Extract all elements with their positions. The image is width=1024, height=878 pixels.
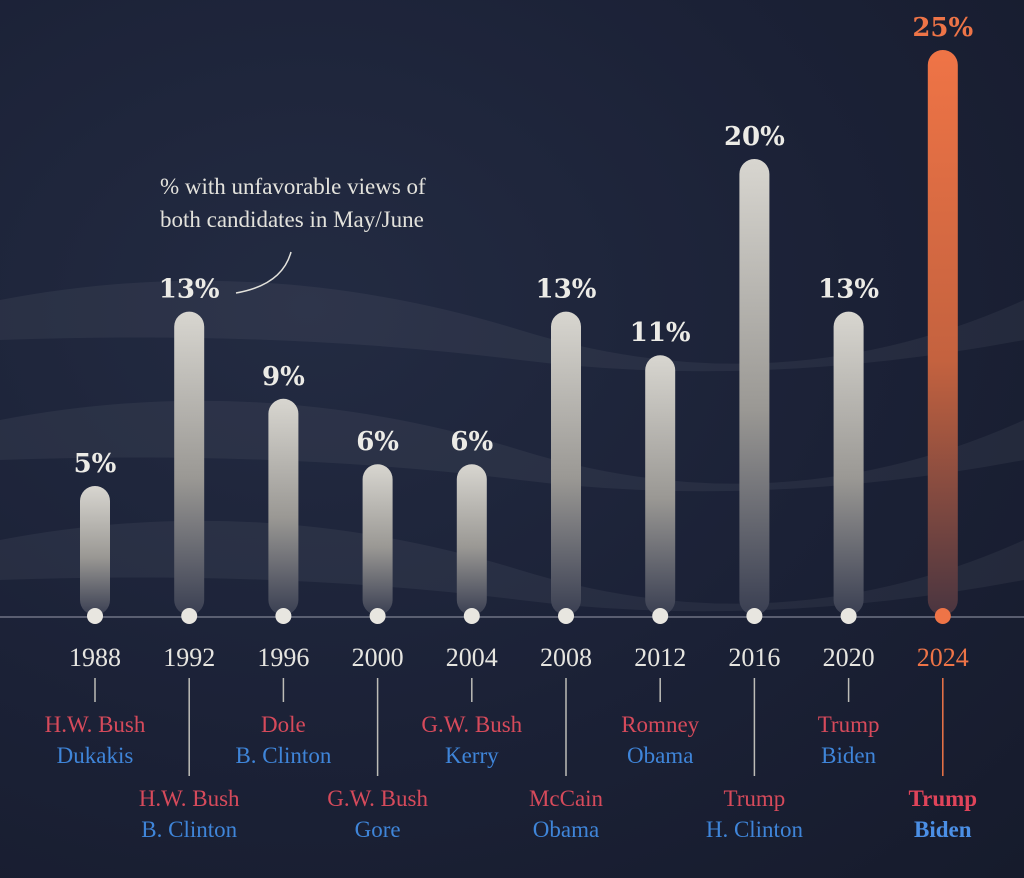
republican-candidate-1988: H.W. Bush <box>45 712 146 737</box>
democratic-candidate-2000: Gore <box>355 817 401 842</box>
bar-1992 <box>174 311 205 615</box>
value-label-2020: 13% <box>818 275 879 305</box>
bar-dot-1996 <box>275 608 292 624</box>
year-label-1992: 1992 <box>163 643 215 672</box>
value-label-1988: 5% <box>74 449 117 479</box>
republican-candidate-1996: Dole <box>261 712 306 737</box>
value-label-2008: 13% <box>536 275 597 305</box>
bar-2008 <box>551 311 581 615</box>
bar-dot-2004 <box>463 608 480 624</box>
bar-2016 <box>739 159 770 615</box>
year-label-2008: 2008 <box>540 643 592 672</box>
value-label-1992: 13% <box>159 275 220 305</box>
bar-dot-2012 <box>652 608 669 624</box>
bar-2012 <box>645 355 676 615</box>
republican-candidate-1992: H.W. Bush <box>139 786 240 811</box>
bar-2004 <box>456 464 487 615</box>
democratic-candidate-1992: B. Clinton <box>141 817 237 842</box>
bar-1996 <box>268 398 299 615</box>
year-label-1988: 1988 <box>69 643 121 672</box>
value-label-2016: 20% <box>724 122 785 152</box>
republican-candidate-2008: McCain <box>529 786 604 811</box>
democratic-candidate-2016: H. Clinton <box>706 817 804 842</box>
value-label-2004: 6% <box>450 427 493 457</box>
year-label-2024: 2024 <box>917 643 969 672</box>
republican-candidate-2004: G.W. Bush <box>421 712 522 737</box>
bar-dot-2008 <box>558 608 574 624</box>
republican-candidate-2012: Romney <box>621 712 699 737</box>
annotation-pointer <box>235 251 292 294</box>
year-label-2012: 2012 <box>634 643 686 672</box>
bar-dot-2020 <box>840 608 857 624</box>
year-label-2004: 2004 <box>446 643 498 672</box>
year-label-2000: 2000 <box>352 643 404 672</box>
background-flag-decoration <box>0 280 1024 612</box>
democratic-candidate-2024: Biden <box>914 817 972 842</box>
democratic-candidate-2004: Kerry <box>445 743 499 768</box>
democratic-candidate-1988: Dukakis <box>57 743 134 768</box>
year-label-2016: 2016 <box>728 643 780 672</box>
bar-dot-2016 <box>746 608 763 624</box>
republican-candidate-2000: G.W. Bush <box>327 786 428 811</box>
year-label-1996: 1996 <box>257 643 309 672</box>
bar-dot-1988 <box>87 608 103 624</box>
democratic-candidate-1996: B. Clinton <box>235 743 331 768</box>
democratic-candidate-2020: Biden <box>821 743 876 768</box>
value-label-2000: 6% <box>356 427 399 457</box>
democratic-candidate-2008: Obama <box>533 817 599 842</box>
bar-2024 <box>927 50 958 615</box>
bar-1988 <box>80 486 110 615</box>
republican-candidate-2016: Trump <box>724 786 786 811</box>
year-label-2020: 2020 <box>823 643 875 672</box>
value-label-2012: 11% <box>630 318 691 348</box>
bar-2020 <box>833 311 864 615</box>
annotation-line-1: % with unfavorable views of <box>160 174 426 199</box>
democratic-candidate-2012: Obama <box>627 743 693 768</box>
value-label-1996: 9% <box>262 362 305 392</box>
bar-2000 <box>362 464 393 615</box>
bar-dot-1992 <box>181 608 198 624</box>
annotation-line-2: both candidates in May/June <box>160 207 424 232</box>
bar-dot-2024 <box>934 608 951 624</box>
republican-candidate-2020: Trump <box>818 712 880 737</box>
republican-candidate-2024: Trump <box>909 786 978 811</box>
bar-dot-2000 <box>369 608 386 624</box>
value-label-2024: 25% <box>912 13 973 43</box>
